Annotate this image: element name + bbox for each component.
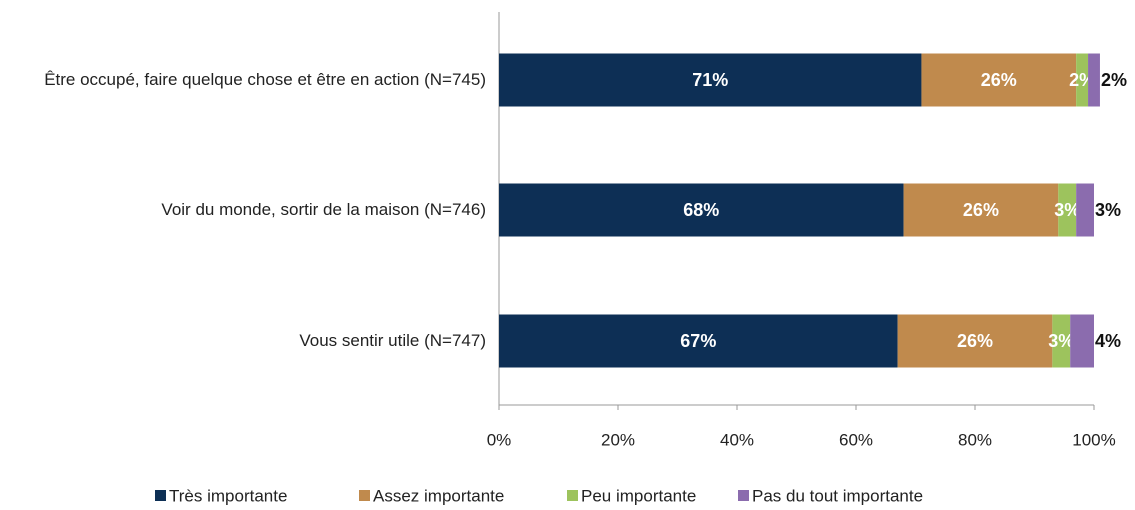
category-label: Voir du monde, sortir de la maison (N=74… bbox=[161, 200, 486, 219]
bar-segment bbox=[1088, 53, 1100, 107]
bar-segment bbox=[1076, 53, 1089, 107]
legend-swatch bbox=[738, 490, 749, 501]
value-label: 71% bbox=[692, 70, 728, 90]
bar-segment bbox=[1076, 183, 1094, 237]
legend-swatch bbox=[567, 490, 578, 501]
legend-label: Pas du tout importante bbox=[752, 486, 923, 505]
x-tick-label: 100% bbox=[1072, 430, 1115, 449]
category-label: Vous sentir utile (N=747) bbox=[299, 331, 486, 350]
value-label: 26% bbox=[981, 70, 1017, 90]
value-label: 3% bbox=[1054, 200, 1080, 220]
bar-segment bbox=[499, 183, 904, 237]
value-label: 67% bbox=[680, 331, 716, 351]
x-tick-label: 60% bbox=[839, 430, 873, 449]
bar-segment bbox=[897, 314, 1053, 368]
value-label: 2% bbox=[1101, 70, 1127, 90]
bar-segment bbox=[499, 53, 922, 107]
legend-swatch bbox=[359, 490, 370, 501]
value-label: 3% bbox=[1095, 200, 1121, 220]
category-text: Être occupé, faire quelque chose et être… bbox=[44, 70, 486, 89]
x-tick-label: 0% bbox=[487, 430, 512, 449]
bar-segment bbox=[921, 53, 1077, 107]
category-label: Être occupé, faire quelque chose et être… bbox=[44, 70, 486, 89]
bar-segment bbox=[903, 183, 1059, 237]
legend-label: Très importante bbox=[169, 486, 287, 505]
value-label: 68% bbox=[683, 200, 719, 220]
legend-label: Peu importante bbox=[581, 486, 696, 505]
value-label: 26% bbox=[963, 200, 999, 220]
value-label: 4% bbox=[1095, 331, 1121, 351]
bar-segment bbox=[1052, 314, 1071, 368]
bar-segment bbox=[1058, 183, 1077, 237]
x-tick-label: 80% bbox=[958, 430, 992, 449]
bar-segment bbox=[499, 314, 898, 368]
legend-label: Assez importante bbox=[373, 486, 504, 505]
value-label: 26% bbox=[957, 331, 993, 351]
bar-segment bbox=[1070, 314, 1094, 368]
category-text: Vous sentir utile (N=747) bbox=[299, 331, 486, 350]
x-tick-label: 20% bbox=[601, 430, 635, 449]
legend-swatch bbox=[155, 490, 166, 501]
category-text: Voir du monde, sortir de la maison (N=74… bbox=[161, 200, 486, 219]
x-tick-label: 40% bbox=[720, 430, 754, 449]
value-label: 3% bbox=[1048, 331, 1074, 351]
